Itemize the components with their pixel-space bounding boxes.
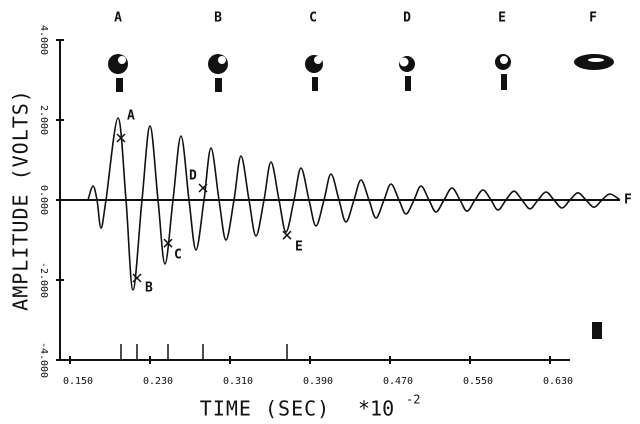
waveform <box>87 117 621 291</box>
x-tick-label: 0.310 <box>223 376 253 387</box>
x-axis-title: TIME (SEC) <box>200 397 330 421</box>
x-tick-label: 0.150 <box>63 376 93 387</box>
frame-label: B <box>214 11 222 26</box>
y-axis-title: AMPLITUDE (VOLTS) <box>9 89 33 311</box>
annotation-marker <box>198 183 208 193</box>
annotation-marker <box>282 230 292 240</box>
x-multiplier: *10 <box>358 397 394 421</box>
frame-icons <box>108 54 614 339</box>
end-label: F <box>624 193 632 208</box>
annotation-label: A <box>127 109 135 124</box>
frame-label: D <box>403 11 411 26</box>
y-tick-label: 0.000 <box>38 185 49 215</box>
annotation-label: D <box>189 169 197 184</box>
frame-label: A <box>114 11 122 26</box>
y-tick-label: -2.000 <box>38 262 49 298</box>
annotation-marker <box>163 238 173 248</box>
frame-label: C <box>309 11 317 26</box>
x-tick-label: 0.230 <box>143 376 173 387</box>
y-tick-label: 4.000 <box>38 25 49 55</box>
frame-label: F <box>589 11 597 26</box>
frame-label: E <box>498 11 506 26</box>
x-tick-label: 0.630 <box>543 376 573 387</box>
annotation-label: E <box>295 240 303 255</box>
x-tick-label: 0.390 <box>303 376 333 387</box>
annotation-label: C <box>174 248 182 263</box>
annotation-marker <box>116 133 126 143</box>
y-tick-label: -4.000 <box>38 342 49 378</box>
annotation-marker <box>132 273 142 283</box>
x-tick-label: 0.470 <box>383 376 413 387</box>
annotation-label: B <box>145 281 153 296</box>
y-tick-label: 2.000 <box>38 105 49 135</box>
x-tick-label: 0.550 <box>463 376 493 387</box>
x-exponent: -2 <box>406 393 420 407</box>
